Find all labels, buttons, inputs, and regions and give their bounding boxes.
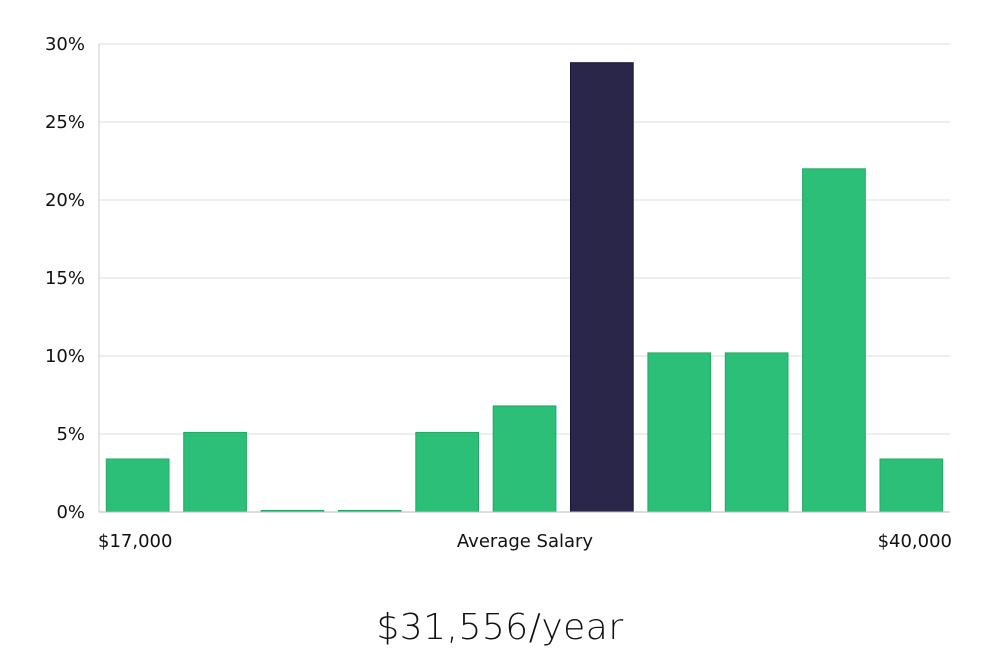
y-tick-label: 15% [45, 268, 85, 289]
bar [802, 168, 866, 513]
y-tick-label: 0% [56, 502, 85, 523]
bar-highlighted-average [570, 62, 634, 513]
x-axis-min-label: $17,000 [98, 531, 172, 552]
bar [183, 431, 247, 513]
bar [415, 431, 479, 513]
y-tick-label: 10% [45, 346, 85, 367]
x-axis-max-label: $40,000 [878, 531, 952, 552]
y-tick-label: 5% [56, 424, 85, 445]
bar [647, 352, 712, 513]
x-axis-title: Average Salary [457, 531, 594, 552]
y-tick-label: 25% [45, 112, 85, 133]
salary-histogram: 0% 5% 10% 15% 20% 25% 30% $17,000 Average Sala… [45, 34, 952, 552]
bar [724, 352, 789, 513]
bar [105, 458, 170, 513]
y-tick-label: 20% [45, 190, 85, 211]
average-salary-headline: $31,556/year [376, 607, 624, 648]
y-tick-label: 30% [45, 34, 85, 55]
y-axis-ticks: 0% 5% 10% 15% 20% 25% 30% [45, 34, 85, 523]
bar [492, 405, 557, 513]
bar [879, 458, 944, 513]
bars [105, 62, 944, 513]
